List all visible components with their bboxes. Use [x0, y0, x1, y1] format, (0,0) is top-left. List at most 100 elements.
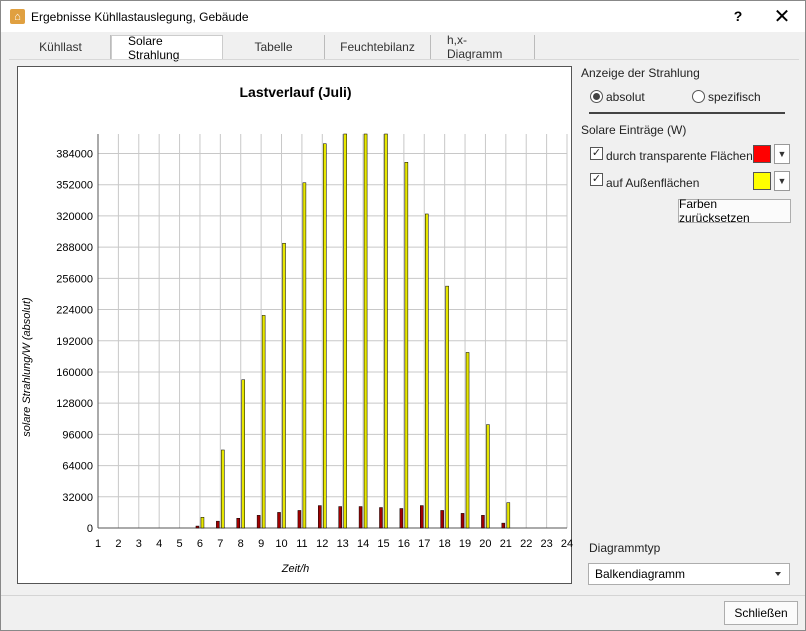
bar-outer	[425, 213, 429, 529]
bar-outer	[486, 424, 490, 529]
bar-transparent	[440, 510, 444, 529]
bar-outer	[343, 133, 347, 529]
tab-solare-strahlung[interactable]: Solare Strahlung	[111, 34, 223, 62]
bar-outer	[221, 449, 225, 529]
bar-outer	[200, 517, 205, 529]
x-tick-label: 18	[439, 538, 451, 550]
window-title: Ergebnisse Kühllastauslegung, Gebäude	[31, 10, 249, 24]
bar-transparent	[338, 506, 342, 529]
radio-specific-label: spezifisch	[708, 90, 761, 104]
diagram-type-heading: Diagrammtyp	[589, 541, 661, 555]
close-button[interactable]: Schließen	[724, 601, 798, 625]
bar-transparent	[379, 507, 383, 529]
bar-transparent	[501, 522, 506, 529]
footer-divider	[1, 595, 805, 596]
y-tick-label: 32000	[62, 492, 93, 504]
separator	[589, 112, 785, 114]
bar-transparent	[420, 505, 424, 529]
tab-kuehllast[interactable]: Kühllast	[11, 35, 111, 59]
y-tick-label: 256000	[56, 273, 93, 285]
bar-transparent	[358, 506, 363, 529]
x-tick-label: 22	[520, 538, 532, 550]
bar-outer	[384, 133, 388, 529]
bar-transparent	[297, 510, 302, 529]
x-tick-label: 3	[136, 538, 142, 550]
bar-transparent	[236, 517, 240, 529]
y-tick-label: 192000	[56, 336, 93, 348]
chart-title: Lastverlauf (Juli)	[239, 84, 352, 100]
x-tick-label: 4	[156, 538, 162, 550]
chevron-down-icon	[775, 572, 781, 576]
bar-transparent	[481, 515, 485, 529]
radio-absolute-label: absolut	[606, 90, 645, 104]
x-tick-label: 14	[357, 538, 369, 550]
tab-feuchtebilanz[interactable]: Feuchtebilanz	[325, 35, 431, 59]
bar-transparent	[256, 515, 261, 529]
bar-chart: 0 32000 64000 96000 128000 160000 192000 224000…	[56, 133, 573, 550]
bar-outer	[404, 162, 409, 529]
diagram-type-value: Balkendiagramm	[595, 567, 686, 581]
display-heading: Anzeige der Strahlung	[581, 66, 700, 80]
bar-outer	[445, 285, 449, 529]
y-tick-label: 128000	[56, 398, 93, 410]
bar-transparent	[195, 525, 200, 529]
x-tick-label: 12	[316, 538, 328, 550]
y-tick-label: 288000	[56, 242, 93, 254]
x-tick-label: 16	[398, 538, 410, 550]
x-tick-label: 23	[540, 538, 552, 550]
y-tick-label: 0	[87, 523, 93, 535]
help-button[interactable]: ?	[733, 8, 743, 24]
x-tick-label: 8	[238, 538, 244, 550]
bar-transparent	[277, 512, 281, 529]
y-tick-label: 224000	[56, 305, 93, 317]
y-tick-label: 352000	[56, 180, 93, 192]
y-tick-label: 160000	[56, 367, 93, 379]
close-icon[interactable]: ✕	[773, 5, 791, 28]
checkbox-outer-label: auf Außenflächen	[606, 176, 700, 190]
x-tick-label: 17	[418, 538, 430, 550]
x-tick-label: 2	[115, 538, 121, 550]
x-tick-label: 19	[459, 538, 471, 550]
diagram-type-select[interactable]: Balkendiagramm	[588, 563, 790, 585]
y-tick-label: 384000	[56, 149, 93, 161]
chevron-down-icon[interactable]: ▼	[774, 144, 790, 164]
checkbox-outer[interactable]: ✓	[590, 173, 603, 186]
radio-absolute[interactable]	[590, 90, 603, 103]
chevron-down-icon[interactable]: ▼	[774, 171, 790, 191]
tab-hx-diagramm[interactable]: h,x-Diagramm	[431, 33, 535, 61]
color-swatch-outer[interactable]	[753, 172, 771, 190]
title-bar[interactable]: ⌂ Ergebnisse Kühllastauslegung, Gebäude …	[1, 1, 805, 32]
radio-specific[interactable]	[692, 90, 705, 103]
bar-outer	[302, 182, 307, 529]
bar-outer	[261, 315, 266, 529]
y-tick-label: 96000	[62, 429, 93, 441]
x-tick-label: 10	[275, 538, 287, 550]
tab-bar: Kühllast Solare Strahlung Tabelle Feucht…	[11, 33, 535, 62]
bar-outer	[241, 379, 245, 529]
bar-outer	[282, 242, 286, 529]
tab-tabelle[interactable]: Tabelle	[223, 35, 325, 59]
y-tick-label: 64000	[62, 461, 93, 473]
x-tick-label: 7	[217, 538, 223, 550]
x-tick-label: 5	[177, 538, 183, 550]
bar-outer	[465, 352, 470, 529]
x-tick-label: 9	[258, 538, 264, 550]
reset-colors-button[interactable]: Farben zurücksetzen	[678, 197, 791, 225]
bar-transparent	[318, 505, 322, 529]
app-icon: ⌂	[10, 9, 25, 24]
bar-outer	[363, 133, 368, 529]
checkbox-transparent-label: durch transparente Flächen	[606, 149, 753, 163]
gains-heading: Solare Einträge (W)	[581, 123, 687, 137]
bar-transparent	[460, 513, 465, 529]
y-tick-label: 320000	[56, 211, 93, 223]
x-axis-label: Zeit/h	[281, 563, 310, 575]
x-tick-label: 13	[337, 538, 349, 550]
bar-outer	[506, 502, 511, 529]
x-tick-label: 24	[561, 538, 573, 550]
checkbox-transparent[interactable]: ✓	[590, 147, 603, 160]
color-swatch-transparent[interactable]	[753, 145, 771, 163]
chart-area: Lastverlauf (Juli) solare Strahlung/W (a…	[17, 66, 573, 584]
x-tick-label: 6	[197, 538, 203, 550]
x-tick-label: 15	[377, 538, 389, 550]
